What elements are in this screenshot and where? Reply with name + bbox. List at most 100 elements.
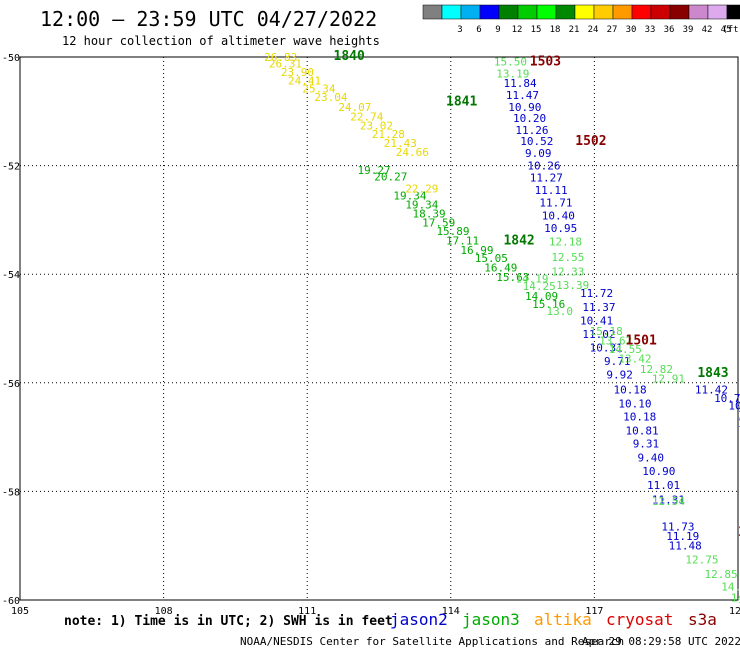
wave-height-value: 17.11 [446,235,479,248]
wave-height-value: 19.34 [405,199,438,212]
x-tick-label: 111 [298,606,316,617]
pass-labels: 1840 1841 1842 1843 1503 1502 1501 15 [334,49,740,540]
scale-label: 12 [512,25,523,35]
mission-label: altika [534,610,592,629]
scale-swatch [650,4,671,20]
x-tick-label: 120 [729,606,740,617]
scale-label: 30 [626,25,637,35]
wave-height-value: 10.95 [544,222,577,235]
wave-height-value: 10.26 [527,160,560,173]
scale-unit: (ft) [722,25,740,35]
wave-height-value: 24.66 [396,146,429,159]
wave-height-value: 10.41 [580,314,613,327]
wave-height-value: 9.09 [525,147,552,160]
chart-subtitle: 12 hour collection of altimeter wave hei… [62,34,380,48]
scale-swatch [688,4,709,20]
scale-swatch [612,4,633,20]
wave-height-value: 17.59 [422,217,455,230]
scale-label: 21 [569,25,580,35]
scale-label: 15 [531,25,542,35]
scale-swatch [441,4,462,20]
wave-height-value: 22.29 [405,182,438,195]
wave-height-value: 20.27 [374,170,407,183]
x-tick-label: 105 [11,606,29,617]
wave-height-value: 19.27 [357,164,390,177]
wave-height-value: 9.40 [637,452,664,465]
mission-label: cryosat [606,610,673,629]
wave-height-value: 15.16 [532,298,565,311]
wave-height-value: 11.26 [515,124,548,137]
wave-height-value: 11.71 [539,197,572,210]
wave-height-value: 10.72 [714,392,740,405]
wave-height-value: 10.37 [728,400,740,413]
scale-label: 3 [457,25,462,35]
wave-height-value: 23.04 [314,91,347,104]
plot-area: 105 108 111 114 117 120 -50 -52 -54 -56 -58 -60 11.… [2,49,740,617]
scale-swatch [593,4,614,20]
pass-number-label: 1840 [334,49,365,64]
y-tick-label: -50 [2,53,20,64]
scale-swatch [726,4,740,20]
grid-lines [20,57,738,600]
data-points: 11.8411.4710.9010.2011.2610.529.0910.261… [264,51,740,612]
scale-label: 33 [645,25,656,35]
wave-height-value: 24.41 [288,74,321,87]
wave-height-value: 14.9 [731,591,740,604]
wave-height-value: 11.01 [647,479,680,492]
wave-height-value: 11.02 [582,328,615,341]
scale-swatch [460,4,481,20]
wave-height-value: 18.39 [413,207,446,220]
footer-timestamp: Apr 29 08:29:58 UTC 2022 [582,635,740,648]
wave-height-value: 13.0 [547,305,574,318]
wave-height-value: 13.62 [599,334,632,347]
scale-swatch [574,4,595,20]
wave-height-value: 12.18 [549,236,582,249]
y-tick-label: -56 [2,379,20,390]
wave-height-value: 11.31 [652,494,685,507]
wave-height-value: 15.50 [494,55,527,68]
mission-label: s3a [688,610,717,629]
y-tick-label: -52 [2,162,20,173]
wave-height-value: 10.90 [642,465,675,478]
wave-height-value: 15.63 [496,271,529,284]
scale-label: 6 [476,25,481,35]
wave-height-value: 10 [738,417,740,430]
wave-height-value: 10.10 [618,397,651,410]
wave-height-value: 14 [738,599,740,612]
wave-height-value: 15.18 [590,325,623,338]
scale-swatch [707,4,728,20]
wave-height-value: 9.71 [604,355,631,368]
wave-height-value: 11.84 [503,77,536,90]
wave-height-value: 12.55 [551,251,584,264]
wave-height-value: 11.73 [661,521,694,534]
wave-height-value: 12.75 [685,553,718,566]
wave-height-value: 11.37 [582,301,615,314]
wave-height-value: 10.90 [508,101,541,114]
wave-height-value: 11.72 [580,287,613,300]
scale-label: 9 [495,25,500,35]
wave-height-value: 22.74 [350,111,383,124]
scale-swatch [498,4,519,20]
scale-swatch [555,4,576,20]
mission-legend: jason2 jason3 altika cryosat s3a [390,610,717,629]
wave-height-value: 10.52 [520,135,553,148]
x-tick-label: 108 [155,606,173,617]
wave-height-value: 21.28 [372,128,405,141]
wave-height-value: 10.18 [614,383,647,396]
scale-swatch [479,4,500,20]
footer-note: note: 1) Time is in UTC; 2) SWH is in fe… [64,614,393,629]
scale-label: 36 [664,25,675,35]
scale-swatch [669,4,690,20]
wave-height-value: 19.34 [393,189,426,202]
footer-credit: NOAA/NESDIS Center for Satellite Applica… [240,635,624,648]
pass-number-label: 15 [738,525,740,540]
scale-label: 27 [607,25,618,35]
wave-height-value: 12.82 [640,363,673,376]
wave-height-value: 16.49 [484,262,517,275]
scale-label: 42 [702,25,713,35]
wave-height-value: 10.5 [738,408,740,421]
wave-height-value: 23.90 [281,66,314,79]
wave-height-value: 9.92 [606,369,633,382]
wave-height-value: 9.31 [633,438,660,451]
wave-height-value: 14.19 [515,273,548,286]
